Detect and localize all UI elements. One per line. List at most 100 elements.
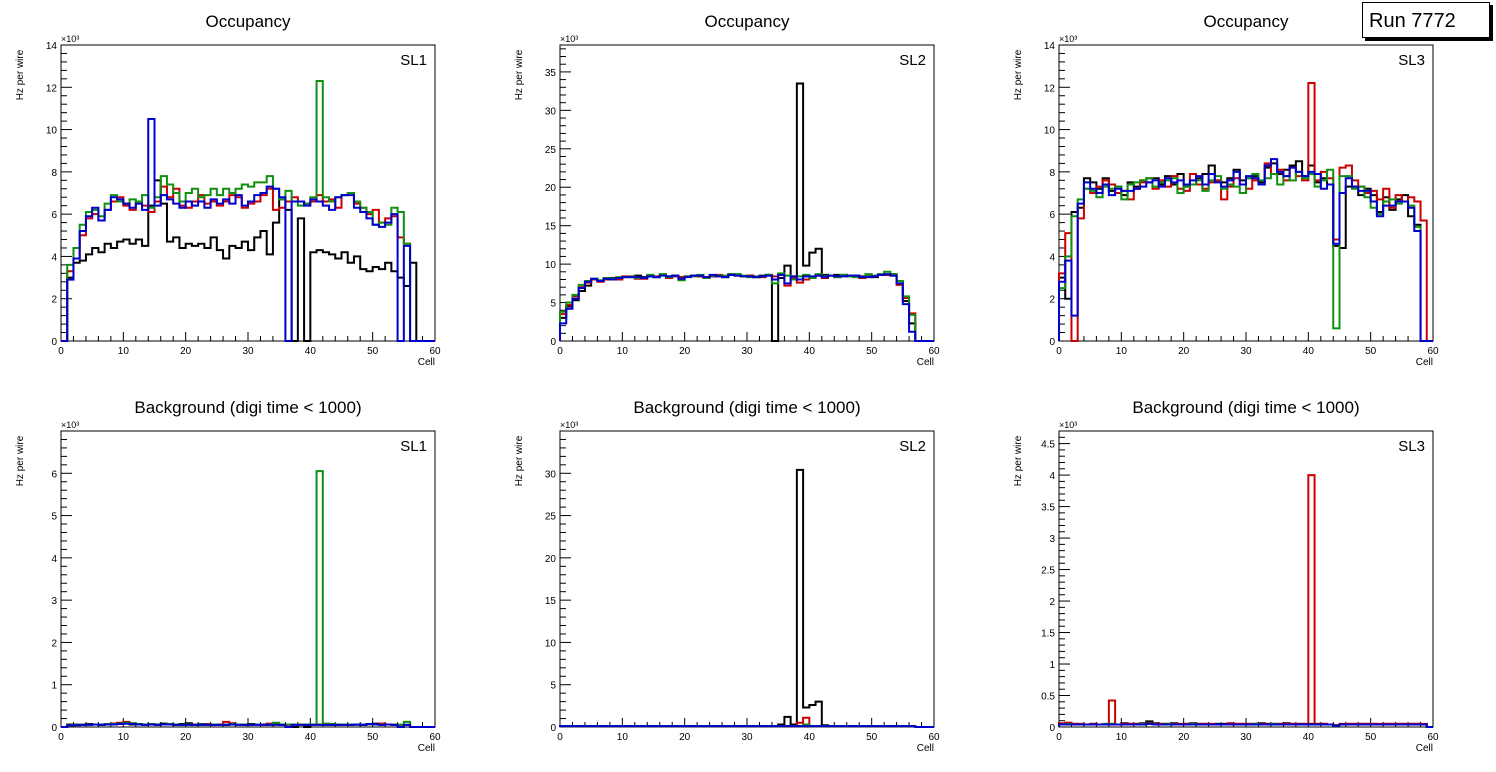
chart-panel-0: 0 10 20 30 40 50 60 0 2 4 6 8 10 12 14×10³ Occupancy SL1… [15,12,441,368]
x-tick-label: 60 [1427,732,1439,743]
x-tick-label: 30 [242,346,254,357]
x-axis-label: Cell [1416,743,1433,754]
superlayer-label: SL3 [1398,52,1425,69]
y-tick-label: 2 [51,295,57,306]
y-tick-label: 0 [1049,723,1055,734]
x-tick-label: 0 [58,732,64,743]
y-tick-label: 10 [545,260,557,271]
chart-panel-3: 0 10 20 30 40 50 60 0 1 2 3 4 5 6 ×10³ Background (digi… [15,398,441,754]
y-tick-label: 3 [51,596,57,607]
y-exponent: ×10³ [61,420,79,430]
superlayer-label: SL2 [899,52,926,69]
x-tick-label: 40 [1303,732,1315,743]
histogram-series-green [559,270,934,342]
x-tick-label: 30 [1240,732,1252,743]
y-tick-label: 14 [1044,41,1056,52]
x-tick-label: 60 [429,732,441,743]
chart-title: Occupancy [1203,12,1289,31]
plot-frame [559,430,935,728]
y-tick-label: 0.5 [1041,692,1055,703]
y-tick-label: 4 [1049,471,1055,482]
y-tick-label: 14 [46,41,58,52]
y-tick-label: 15 [545,222,557,233]
y-tick-label: 12 [46,83,58,94]
y-tick-label: 15 [545,596,557,607]
y-tick-label: 0 [51,723,57,734]
x-tick-label: 20 [679,732,691,743]
x-tick-label: 50 [367,346,379,357]
histogram-series-red [559,273,934,342]
chart-panel-1: 0 10 20 30 40 50 60 0 5 10 15 20 25 30 35 ×10³ Occupancy… [514,12,940,368]
y-tick-label: 4.5 [1041,440,1055,451]
x-tick-label: 20 [180,346,192,357]
y-tick-label: 0 [51,337,57,348]
x-tick-label: 30 [242,732,254,743]
y-tick-label: 8 [51,168,57,179]
x-tick-label: 50 [1365,732,1377,743]
run-label: Run 7772 [1369,10,1456,32]
y-axis-label: Hz per wire [15,435,26,486]
x-tick-label: 50 [367,732,379,743]
y-tick-label: 35 [545,68,557,79]
x-tick-label: 0 [58,346,64,357]
x-tick-label: 0 [557,346,563,357]
superlayer-label: SL3 [1398,438,1425,455]
y-tick-label: 25 [545,145,557,156]
histogram-series-black [559,468,934,728]
y-tick-label: 12 [1044,83,1056,94]
y-tick-label: 5 [550,681,556,692]
y-tick-label: 3 [1049,534,1055,545]
chart-panel-5: 0 10 20 30 40 50 60 0 0.5 1 1.5 2 2.5 3 3.5 4 4.5 ×10³ Bac… [1013,398,1439,754]
y-tick-label: 0 [550,337,556,348]
x-tick-label: 50 [866,732,878,743]
histogram-series-blue [1058,158,1433,342]
y-tick-label: 1 [51,681,57,692]
y-tick-label: 10 [46,126,58,137]
superlayer-label: SL1 [400,438,427,455]
y-exponent: ×10³ [61,34,79,44]
x-tick-label: 0 [557,732,563,743]
x-tick-label: 10 [1116,346,1128,357]
y-tick-label: 1.5 [1041,629,1055,640]
x-tick-label: 40 [305,346,317,357]
y-exponent: ×10³ [560,34,578,44]
y-axis-label: Hz per wire [1013,49,1024,100]
chart-title: Occupancy [704,12,790,31]
histogram-series-black [61,179,435,342]
histogram-series-blue [559,725,934,728]
x-tick-label: 20 [679,346,691,357]
histogram-series-blue [559,273,934,342]
x-tick-label: 40 [804,732,816,743]
x-tick-label: 30 [741,732,753,743]
x-axis-label: Cell [1416,357,1433,368]
y-tick-label: 10 [1044,126,1056,137]
chart-title: Background (digi time < 1000) [633,398,860,417]
y-tick-label: 30 [545,469,557,480]
y-tick-label: 2 [1049,597,1055,608]
x-axis-label: Cell [418,743,435,754]
y-tick-label: 4 [51,554,57,565]
plot-frame [60,44,436,342]
x-tick-label: 40 [1303,346,1315,357]
x-tick-label: 10 [617,346,629,357]
histogram-series-blue [61,722,435,728]
run-label-box: Run 7772 [1362,2,1490,38]
histogram-series-green [1058,168,1433,342]
y-tick-label: 8 [1049,168,1055,179]
y-tick-label: 25 [545,512,557,523]
plot-frame [60,430,436,728]
histogram-series-green [61,470,435,728]
x-axis-label: Cell [917,357,934,368]
y-axis-label: Hz per wire [514,49,525,100]
y-exponent: ×10³ [560,420,578,430]
y-tick-label: 20 [545,183,557,194]
x-tick-label: 10 [617,732,629,743]
x-axis-label: Cell [418,357,435,368]
y-tick-label: 4 [1049,252,1055,263]
x-tick-label: 50 [1365,346,1377,357]
histogram-series-blue [61,118,435,342]
chart-title: Background (digi time < 1000) [134,398,361,417]
y-tick-label: 5 [550,299,556,310]
x-tick-label: 40 [305,732,317,743]
